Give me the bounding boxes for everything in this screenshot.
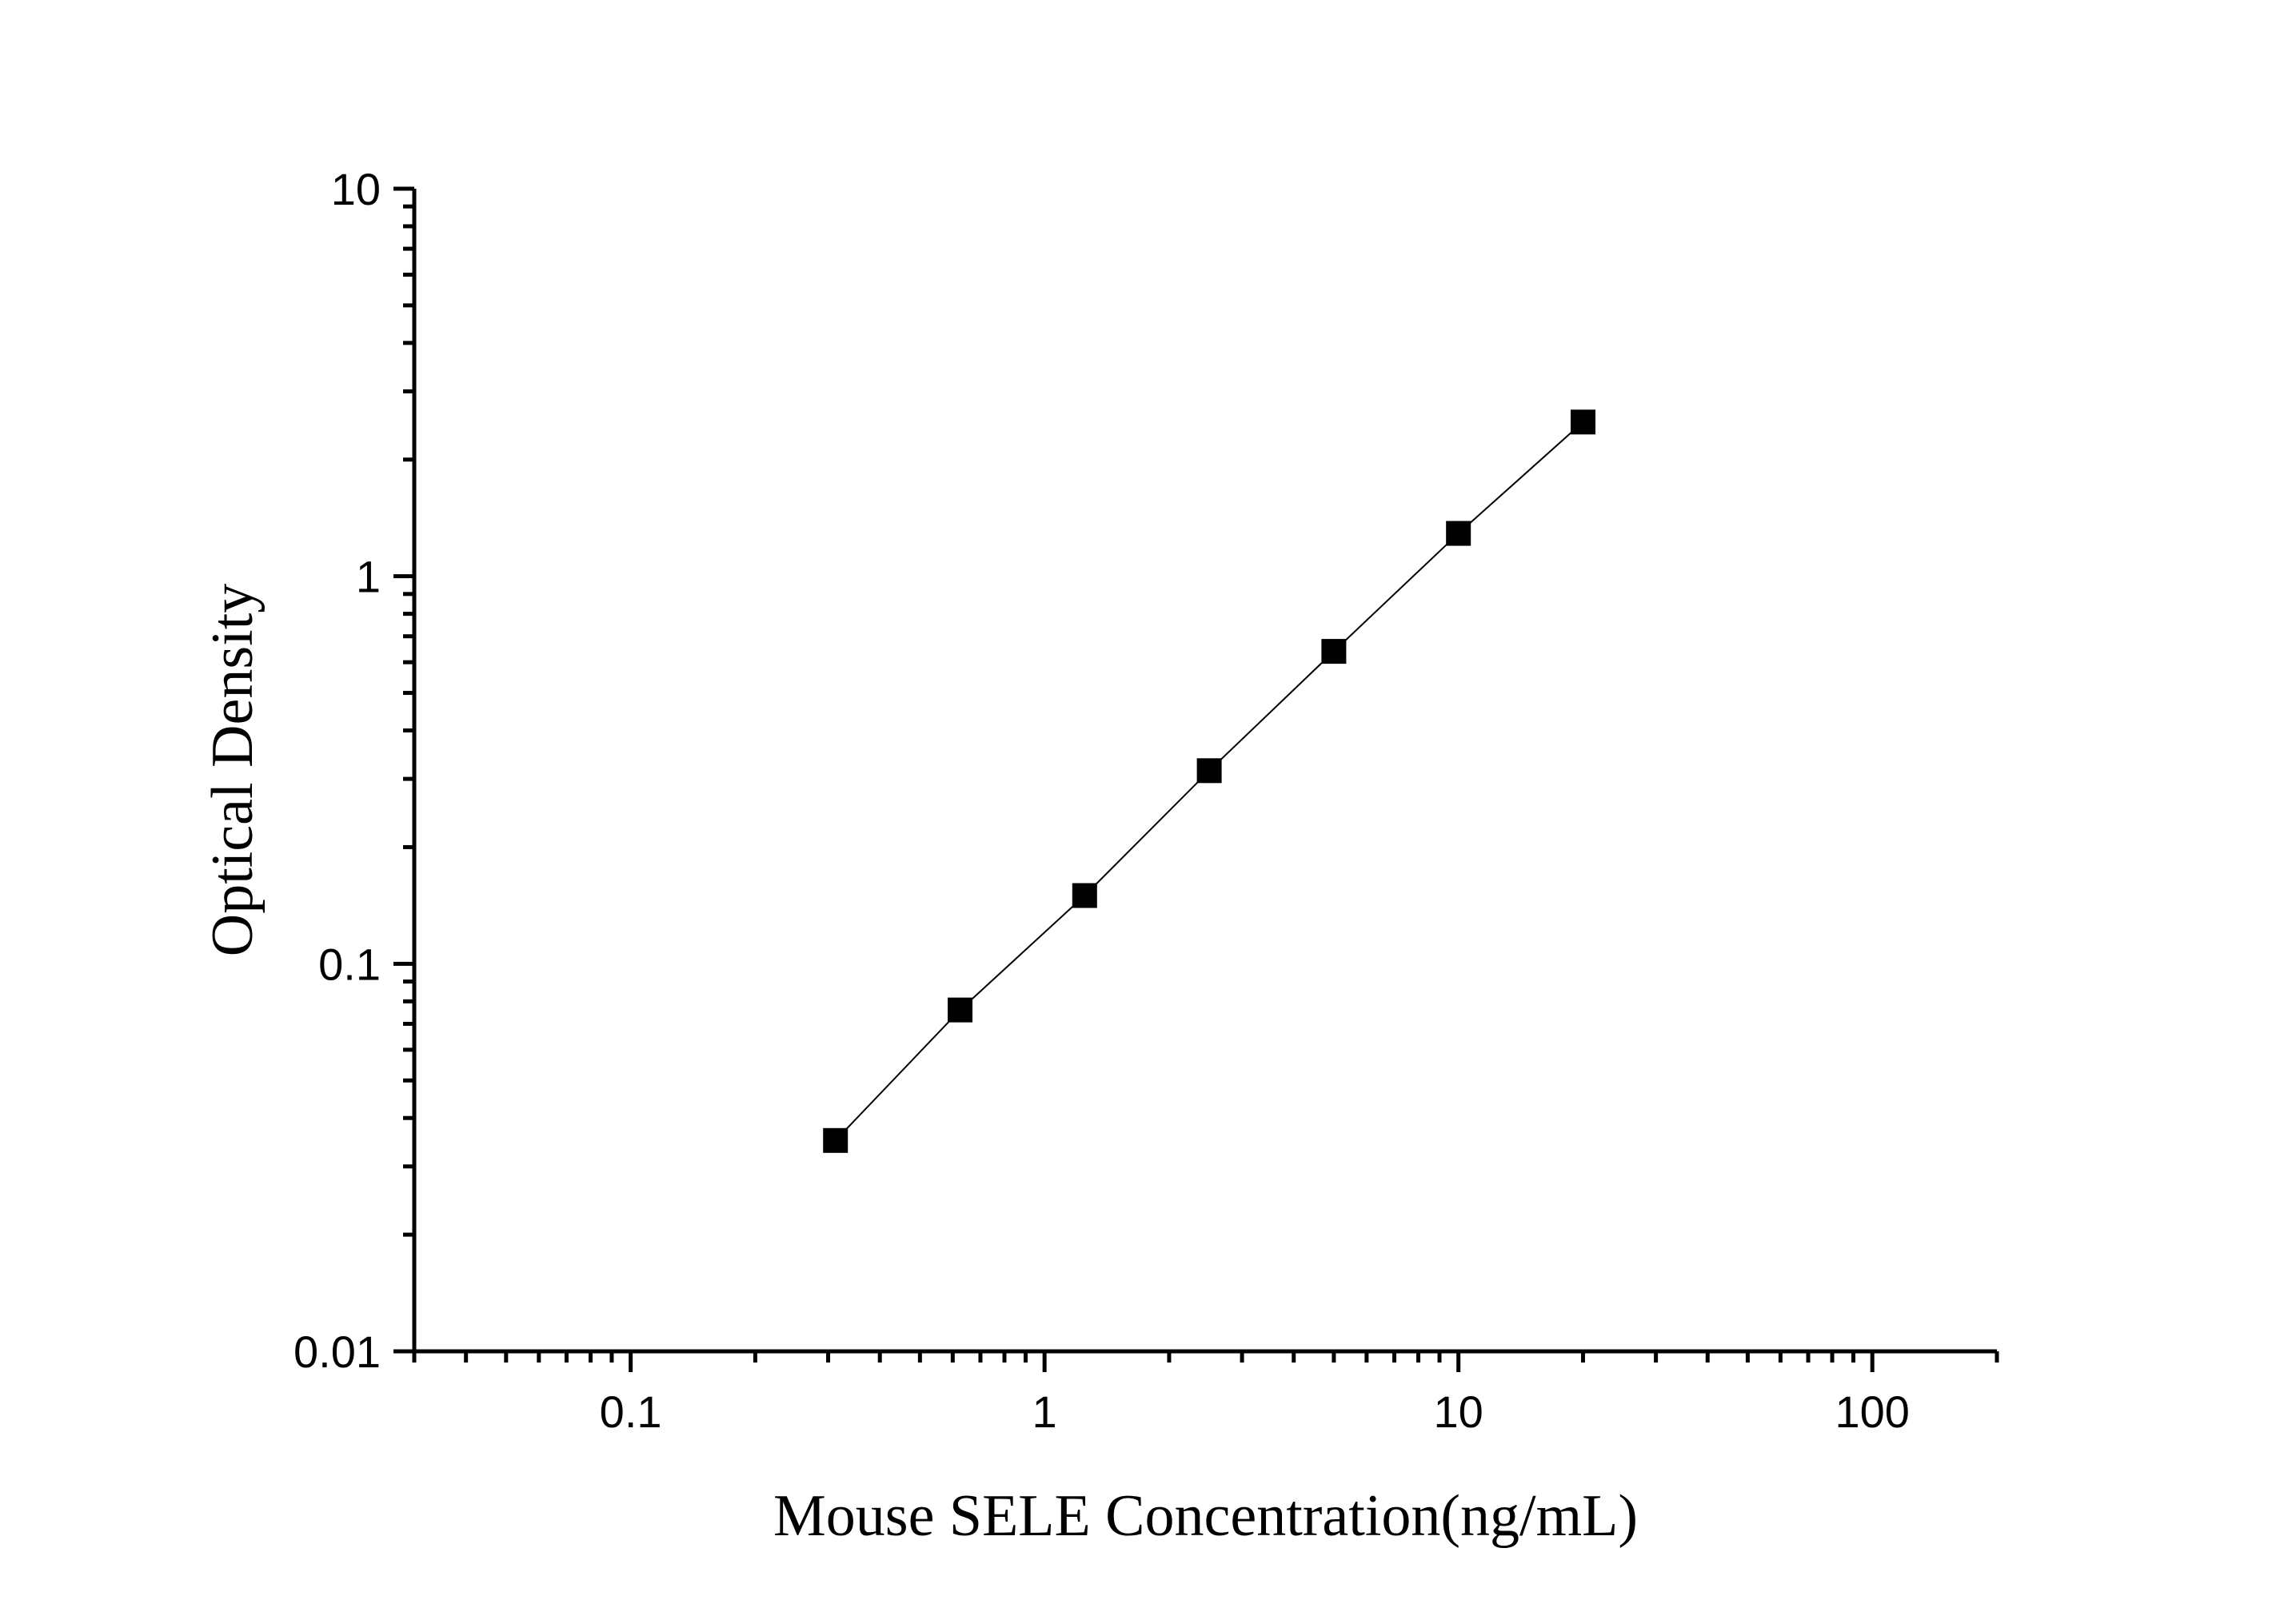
data-point xyxy=(1321,639,1347,664)
y-tick-label: 1 xyxy=(356,552,381,602)
axes xyxy=(412,189,1997,1354)
data-point xyxy=(948,997,973,1023)
x-axis-title: Mouse SELE Concentration(ng/mL) xyxy=(773,1483,1638,1549)
tick-labels: 0.1 1 10 100 0.01 0.1 1 10 xyxy=(293,164,1910,1437)
ticks xyxy=(393,186,1999,1372)
data-point xyxy=(1446,521,1471,546)
data-point xyxy=(1570,409,1595,435)
y-tick-label: 10 xyxy=(331,164,381,214)
x-tick-label: 10 xyxy=(1434,1387,1483,1437)
x-tick-label: 1 xyxy=(1032,1387,1057,1437)
y-axis-title: Optical Density xyxy=(200,584,266,957)
y-tick-label: 0.01 xyxy=(293,1327,381,1377)
data-point xyxy=(823,1127,849,1153)
data-point xyxy=(1072,883,1097,908)
x-tick-label: 100 xyxy=(1835,1387,1909,1437)
x-tick-label: 0.1 xyxy=(600,1387,662,1437)
data-point xyxy=(1196,758,1222,784)
y-tick-label: 0.1 xyxy=(318,939,381,989)
plot-area xyxy=(823,409,1595,1153)
